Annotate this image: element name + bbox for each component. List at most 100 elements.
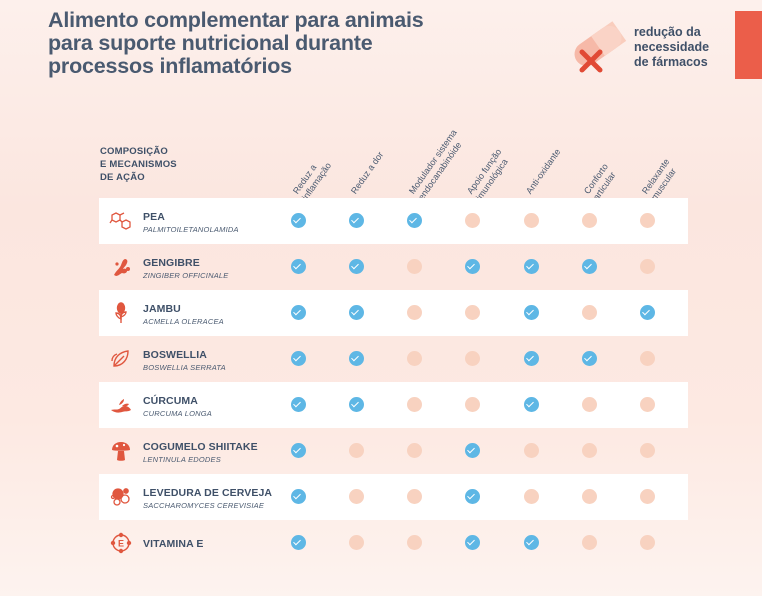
check-icon bbox=[523, 351, 539, 366]
check-icon bbox=[348, 305, 364, 320]
check-icon bbox=[523, 259, 539, 274]
ingredient-name: COGUMELO SHIITAKE bbox=[143, 441, 258, 453]
ingredient-scientific-name: LENTINULA EDODES bbox=[143, 455, 221, 464]
molecule-icon bbox=[109, 209, 133, 233]
empty-dot-icon bbox=[639, 259, 655, 274]
table-row: CÚRCUMA CURCUMA LONGA bbox=[99, 382, 688, 428]
empty-dot-icon bbox=[639, 351, 655, 366]
column-header-label: Relaxante muscular bbox=[640, 156, 678, 202]
vitamin-e-icon: E bbox=[109, 531, 133, 555]
ingredient-name: CÚRCUMA bbox=[143, 395, 198, 407]
svg-text:E: E bbox=[118, 539, 124, 549]
yeast-icon bbox=[109, 485, 133, 509]
empty-dot-icon bbox=[639, 535, 655, 550]
empty-dot-icon bbox=[406, 305, 422, 320]
empty-dot-icon bbox=[406, 397, 422, 412]
check-icon bbox=[348, 259, 364, 274]
check-icon bbox=[290, 213, 306, 228]
column-header-label: Reduz a inflamação bbox=[291, 160, 333, 202]
table-row: JAMBU ACMELLA OLERACEA bbox=[99, 290, 688, 336]
check-icon bbox=[290, 443, 306, 458]
drug-reduction-badge: redução da necessidade de fármacos bbox=[566, 16, 726, 78]
check-icon bbox=[464, 535, 480, 550]
check-icon bbox=[290, 259, 306, 274]
empty-dot-icon bbox=[406, 535, 422, 550]
empty-dot-icon bbox=[406, 351, 422, 366]
empty-dot-icon bbox=[639, 213, 655, 228]
empty-dot-icon bbox=[348, 443, 364, 458]
check-icon bbox=[639, 305, 655, 320]
check-icon bbox=[523, 535, 539, 550]
empty-dot-icon bbox=[464, 351, 480, 366]
ingredient-scientific-name: CURCUMA LONGA bbox=[143, 409, 212, 418]
table-row: PEA PALMITOILETANOLAMIDA bbox=[99, 198, 688, 244]
jambu-flower-icon bbox=[109, 301, 133, 325]
drug-reduction-text: redução da necessidade de fármacos bbox=[634, 25, 710, 69]
check-icon bbox=[348, 351, 364, 366]
accent-strip bbox=[735, 11, 762, 79]
check-icon bbox=[290, 535, 306, 550]
empty-dot-icon bbox=[406, 443, 422, 458]
ingredient-name: JAMBU bbox=[143, 303, 181, 315]
empty-dot-icon bbox=[581, 489, 597, 504]
empty-dot-icon bbox=[464, 305, 480, 320]
check-icon bbox=[464, 259, 480, 274]
empty-dot-icon bbox=[639, 397, 655, 412]
table-row: LEVEDURA DE CERVEJA SACCHAROMYCES CEREVIS… bbox=[99, 474, 688, 520]
column-header-label: Conforto articular bbox=[582, 161, 618, 202]
composition-table: PEA PALMITOILETANOLAMIDA GENGIBRE ZINGIBER … bbox=[99, 198, 688, 566]
column-header-label: Apoio função imunológica bbox=[465, 146, 510, 202]
check-icon bbox=[290, 351, 306, 366]
pill-crossed-icon bbox=[574, 21, 627, 73]
ingredient-name: BOSWELLIA bbox=[143, 349, 207, 361]
ingredient-scientific-name: ZINGIBER OFFICINALE bbox=[143, 271, 229, 280]
check-icon bbox=[348, 213, 364, 228]
ingredient-name: LEVEDURA DE CERVEJA bbox=[143, 487, 273, 499]
ginger-icon bbox=[109, 255, 133, 279]
empty-dot-icon bbox=[406, 259, 422, 274]
ingredient-name: PEA bbox=[143, 211, 165, 223]
check-icon bbox=[290, 305, 306, 320]
check-icon bbox=[290, 397, 306, 412]
empty-dot-icon bbox=[581, 397, 597, 412]
empty-dot-icon bbox=[581, 213, 597, 228]
turmeric-icon bbox=[109, 393, 133, 417]
ingredient-scientific-name: SACCHAROMYCES CEREVISIAE bbox=[143, 501, 265, 510]
column-header-label: Modulador sistema endocanabinóide bbox=[407, 127, 464, 202]
empty-dot-icon bbox=[523, 489, 539, 504]
check-icon bbox=[464, 489, 480, 504]
empty-dot-icon bbox=[348, 535, 364, 550]
table-row: E VITAMINA E bbox=[99, 520, 688, 566]
empty-dot-icon bbox=[581, 443, 597, 458]
empty-dot-icon bbox=[464, 397, 480, 412]
column-header-label: Anti-oxidante bbox=[524, 146, 563, 196]
empty-dot-icon bbox=[348, 489, 364, 504]
table-row: COGUMELO SHIITAKE LENTINULA EDODES bbox=[99, 428, 688, 474]
check-icon bbox=[581, 259, 597, 274]
empty-dot-icon bbox=[523, 443, 539, 458]
table-row: BOSWELLIA BOSWELLIA SERRATA bbox=[99, 336, 688, 382]
empty-dot-icon bbox=[523, 213, 539, 228]
check-icon bbox=[523, 305, 539, 320]
ingredient-scientific-name: ACMELLA OLERACEA bbox=[143, 317, 224, 326]
check-icon bbox=[348, 397, 364, 412]
empty-dot-icon bbox=[464, 213, 480, 228]
page-title: Alimento complementar para animais para … bbox=[48, 8, 424, 78]
empty-dot-icon bbox=[406, 489, 422, 504]
ingredient-name: VITAMINA E bbox=[143, 538, 204, 550]
empty-dot-icon bbox=[639, 443, 655, 458]
empty-dot-icon bbox=[581, 535, 597, 550]
check-icon bbox=[290, 489, 306, 504]
check-icon bbox=[523, 397, 539, 412]
composition-header: COMPOSIÇÃO E MECANISMOS DE AÇÃO bbox=[100, 146, 177, 183]
ingredient-scientific-name: PALMITOILETANOLAMIDA bbox=[143, 225, 239, 234]
leaf-icon bbox=[109, 347, 133, 371]
check-icon bbox=[581, 351, 597, 366]
column-header-label: Reduz a dor bbox=[349, 149, 386, 196]
table-row: GENGIBRE ZINGIBER OFFICINALE bbox=[99, 244, 688, 290]
empty-dot-icon bbox=[639, 489, 655, 504]
mushroom-icon bbox=[109, 439, 133, 463]
ingredient-scientific-name: BOSWELLIA SERRATA bbox=[143, 363, 226, 372]
ingredient-name: GENGIBRE bbox=[143, 257, 200, 269]
check-icon bbox=[406, 213, 422, 228]
